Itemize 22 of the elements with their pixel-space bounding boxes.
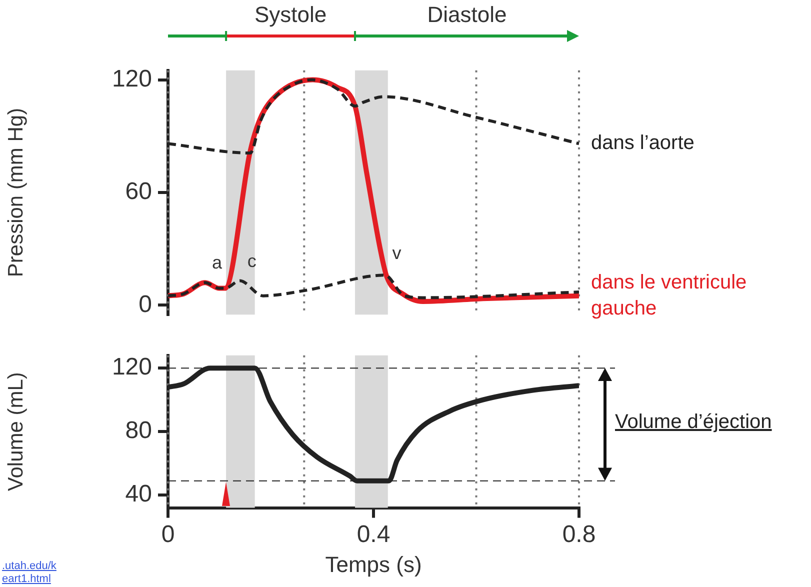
y-axis-title: Pression (mm Hg)	[4, 108, 28, 278]
y-tick-label: 120	[112, 65, 152, 92]
x-tick-label: 0.4	[356, 520, 390, 548]
x-tick-label: 0.8	[562, 520, 596, 548]
annotation: a	[212, 252, 223, 273]
text: Volume d’éjection	[615, 411, 772, 434]
text: eart1.html	[2, 573, 51, 585]
text: .utah.edu/k	[2, 560, 56, 572]
text: Diastole	[426, 2, 508, 28]
y-tick-label: 80	[125, 417, 152, 444]
y-axis-title: Volume (mL)	[4, 372, 28, 492]
y-tick-label: 120	[112, 354, 152, 381]
annotation: v	[392, 243, 402, 264]
annotation: c	[247, 250, 256, 271]
y-tick-label: 0	[138, 290, 152, 318]
series-label: dans le ventricule gauche	[591, 271, 747, 320]
x-tick-label: 0	[161, 520, 175, 548]
y-tick-label: 40	[125, 480, 152, 508]
text: Systole	[253, 2, 328, 28]
series-label: dans l’aorte	[591, 132, 694, 154]
x-axis-title: Temps (s)	[325, 552, 422, 577]
y-tick-label: 60	[125, 178, 152, 206]
